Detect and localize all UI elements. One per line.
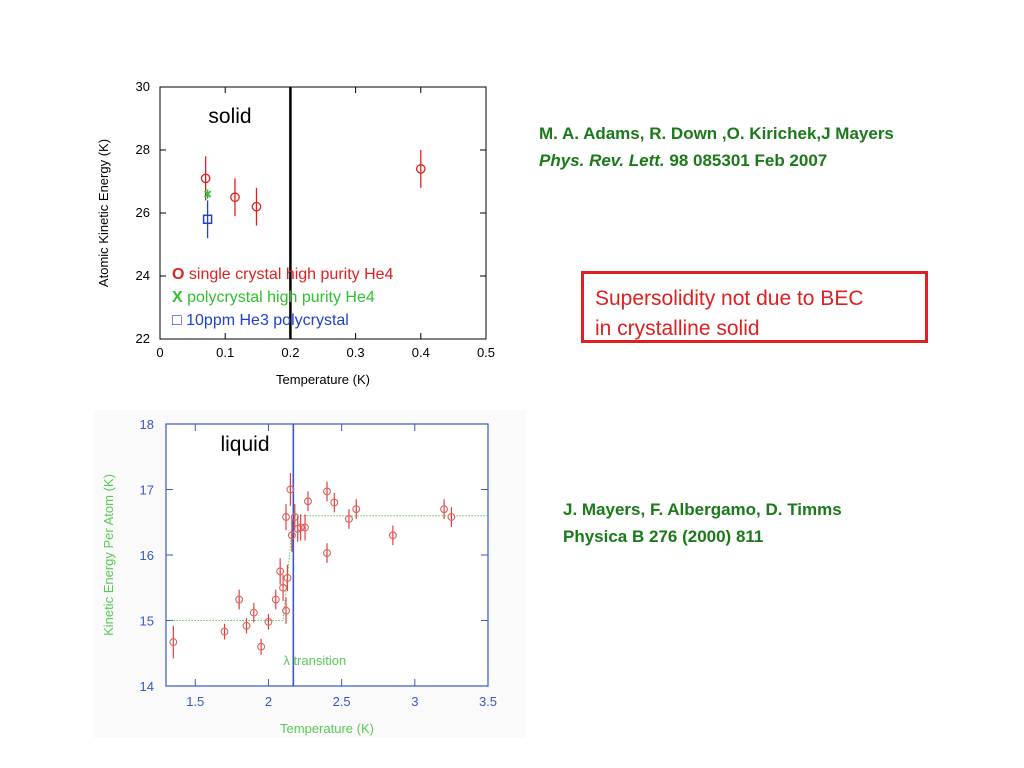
- solid-x-tick-label: 0.2: [281, 345, 299, 360]
- solid-chart: 0 0.1 0.2 0.3 0.4 0.5 22 24 26 28 30 Temperature (K…: [96, 79, 495, 387]
- solid-x-tick-label: 0.1: [216, 345, 234, 360]
- liquid-fit-line: [170, 515, 488, 621]
- solid-x-tick-label: 0.5: [477, 345, 495, 360]
- liquid-data-point: [296, 523, 305, 532]
- liquid-data-point: [447, 513, 456, 521]
- solid-reference-journal: Phys. Rev. Lett.: [539, 151, 665, 170]
- liquid-data-point: [257, 642, 266, 651]
- liquid-data-point: [249, 608, 258, 617]
- solid-legend-entry: X polycrystal high purity He4: [172, 289, 375, 306]
- liquid-data-point: [242, 621, 251, 630]
- liquid-data-point: [323, 549, 331, 557]
- solid-x-tick-label: 0: [156, 345, 163, 360]
- solid-legend-entry: O single crystal high purity He4: [172, 266, 394, 283]
- supersolidity-callout: Supersolidity not due to BEC in crystall…: [581, 271, 928, 343]
- liquid-reference: J. Mayers, F. Albergamo, D. Timms Physic…: [563, 496, 842, 550]
- liquid-data-point: [304, 497, 312, 506]
- liquid-y-tick-label: 16: [140, 548, 154, 563]
- liquid-data-point: [169, 638, 178, 647]
- solid-data-point: [230, 192, 240, 203]
- liquid-reference-details: Physica B 276 (2000) 811: [563, 527, 764, 546]
- solid-data-point: [415, 164, 426, 174]
- liquid-x-tick-label: 3.5: [479, 694, 497, 709]
- solid-legend-text: polycrystal high purity He4: [183, 289, 375, 306]
- solid-data-point: [202, 214, 213, 225]
- solid-data-point: [251, 201, 262, 212]
- liquid-data-point: [220, 627, 229, 636]
- solid-y-tick-label: 30: [136, 79, 150, 94]
- callout-line-2: in crystalline solid: [595, 317, 760, 340]
- solid-legend-marker: □: [172, 312, 182, 329]
- solid-legend-text: single crystal high purity He4: [184, 266, 393, 283]
- solid-legend-marker: X: [172, 289, 183, 306]
- liquid-x-tick-label: 3: [411, 694, 418, 709]
- solid-x-axis-label: Temperature (K): [276, 372, 370, 387]
- callout-line-1: Supersolidity not due to BEC: [595, 287, 864, 310]
- liquid-y-tick-label: 14: [140, 679, 154, 694]
- solid-x-tick-label: 0.4: [412, 345, 430, 360]
- solid-reference-citation: Phys. Rev. Lett. 98 085301 Feb 2007: [539, 147, 894, 174]
- liquid-data-point: [352, 505, 361, 514]
- liquid-data-point: [279, 583, 288, 592]
- solid-legend-text: 10ppm He3 polycrystal: [182, 312, 349, 329]
- liquid-annotation: liquid: [220, 433, 269, 456]
- liquid-data-point: [345, 515, 353, 523]
- liquid-x-tick-label: 2: [265, 694, 272, 709]
- liquid-data-point: [282, 513, 290, 521]
- liquid-x-tick-label: 2.5: [333, 694, 351, 709]
- liquid-y-axis-label: Kinetic Energy Per Atom (K): [101, 474, 116, 636]
- liquid-data-point: [323, 487, 331, 496]
- solid-y-tick-label: 22: [136, 331, 150, 346]
- liquid-x-tick-label: 1.5: [186, 694, 204, 709]
- liquid-data-point: [301, 523, 309, 532]
- liquid-data-point: [264, 617, 273, 626]
- liquid-data-point: [440, 505, 449, 514]
- liquid-data-point: [388, 531, 397, 540]
- liquid-data-point: [330, 498, 339, 507]
- liquid-data-point: [287, 531, 296, 540]
- solid-data-point: [203, 190, 212, 198]
- solid-reference-authors: M. A. Adams, R. Down ,O. Kirichek,J Maye…: [539, 124, 894, 143]
- solid-x-tick-label: 0.3: [347, 345, 365, 360]
- liquid-data-point: [235, 595, 244, 604]
- solid-annotation: solid: [208, 105, 251, 128]
- liquid-data-point: [283, 573, 292, 582]
- solid-y-tick-label: 26: [136, 205, 150, 220]
- liquid-data-point: [276, 567, 285, 576]
- liquid-y-tick-label: 15: [140, 614, 154, 629]
- liquid-data-point: [271, 595, 280, 604]
- lambda-transition-label: λ transition: [283, 653, 346, 668]
- solid-y-tick-label: 24: [136, 268, 150, 283]
- solid-legend-entry: □ 10ppm He3 polycrystal: [172, 312, 349, 329]
- solid-y-tick-label: 28: [136, 142, 150, 157]
- liquid-reference-authors: J. Mayers, F. Albergamo, D. Timms: [563, 500, 842, 519]
- liquid-y-tick-label: 18: [140, 417, 154, 432]
- solid-reference-details: 98 085301 Feb 2007: [664, 151, 828, 170]
- liquid-y-tick-label: 17: [140, 483, 154, 498]
- solid-data-point: [200, 173, 211, 184]
- liquid-data-point: [282, 606, 290, 615]
- liquid-x-axis-label: Temperature (K): [280, 721, 374, 736]
- liquid-data-point: [286, 485, 295, 494]
- solid-y-axis-label: Atomic Kinetic Energy (K): [96, 139, 111, 287]
- solid-reference: M. A. Adams, R. Down ,O. Kirichek,J Maye…: [539, 120, 894, 174]
- solid-legend-marker: O: [172, 266, 184, 283]
